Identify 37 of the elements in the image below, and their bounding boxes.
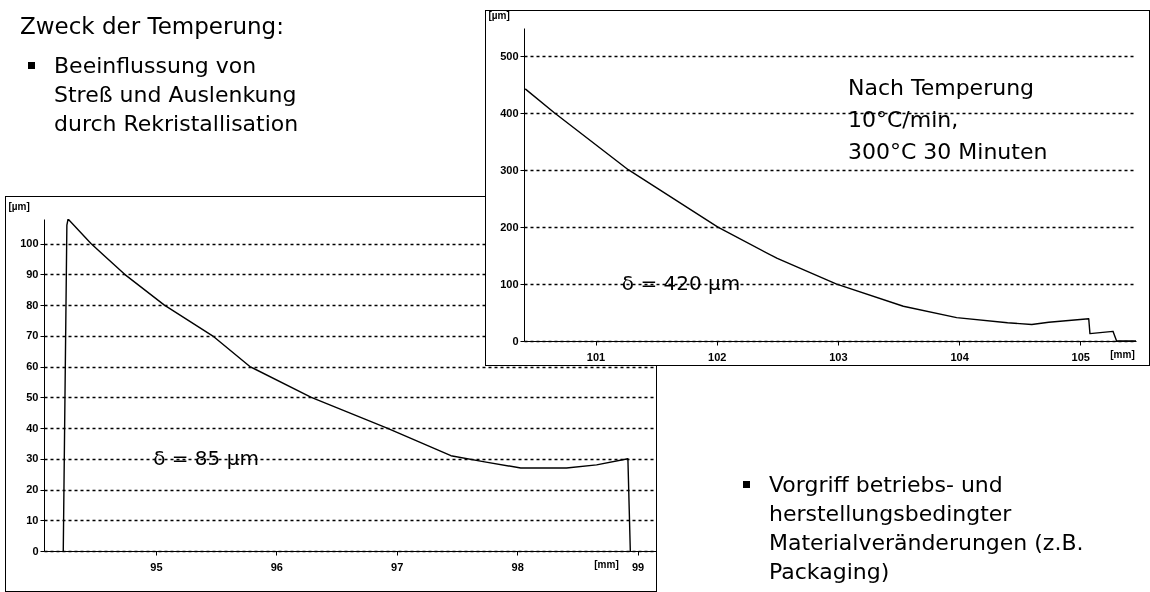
y-tick-label: 300 — [500, 163, 519, 176]
y-tick-label: 10 — [26, 513, 39, 526]
x-tick-label: 98 — [511, 560, 524, 573]
x-tick-label: 105 — [1071, 350, 1090, 363]
y-tick-label: 0 — [32, 544, 39, 557]
annotation: Nach Temperung 10°C/min, 300°C 30 Minuten — [848, 75, 1048, 164]
y-tick-label: 400 — [500, 106, 519, 119]
text: Beeinflussung von Streß und Auslenkung durch Rekristallisation — [54, 53, 299, 136]
x-tick-label: 96 — [270, 560, 283, 573]
y-tick-label: 90 — [26, 267, 39, 280]
y-tick-label: 50 — [26, 390, 39, 403]
y-tick-label: 200 — [500, 220, 519, 233]
x-tick-label: 104 — [950, 350, 970, 363]
x-tick-label: 101 — [586, 350, 606, 363]
y-tick-label: 100 — [500, 277, 519, 290]
y-tick-label: 0 — [512, 334, 519, 347]
y-tick-label: 80 — [26, 298, 39, 311]
y-tick-label: 500 — [500, 49, 519, 62]
text: Zweck der Temperung: — [20, 12, 285, 41]
x-tick-label: 97 — [391, 560, 404, 573]
annotation: δ = 85 µm — [153, 446, 259, 470]
x-tick-label: 103 — [829, 350, 848, 363]
x-tick-label: 102 — [708, 350, 727, 363]
y-tick-label: 30 — [26, 452, 39, 465]
y-axis-title: [µm] — [488, 9, 510, 21]
y-tick-label: 40 — [26, 421, 39, 434]
text: Vorgriff betriebs- und herstellungsbedingter Materialveränderungen (z.B. Packaging) — [769, 472, 1084, 584]
y-tick-label: 60 — [26, 360, 39, 373]
x-axis-title: [mm] — [1110, 348, 1135, 360]
x-tick-label: 99 — [631, 560, 645, 573]
x-tick-label: 95 — [150, 560, 163, 573]
y-tick-label: 20 — [26, 483, 39, 496]
x-axis-title: [mm] — [594, 558, 619, 570]
y-axis-title: [µm] — [8, 200, 30, 212]
annotation: δ = 420 µm — [621, 271, 741, 295]
y-tick-label: 100 — [20, 237, 39, 250]
y-tick-label: 70 — [26, 329, 39, 342]
